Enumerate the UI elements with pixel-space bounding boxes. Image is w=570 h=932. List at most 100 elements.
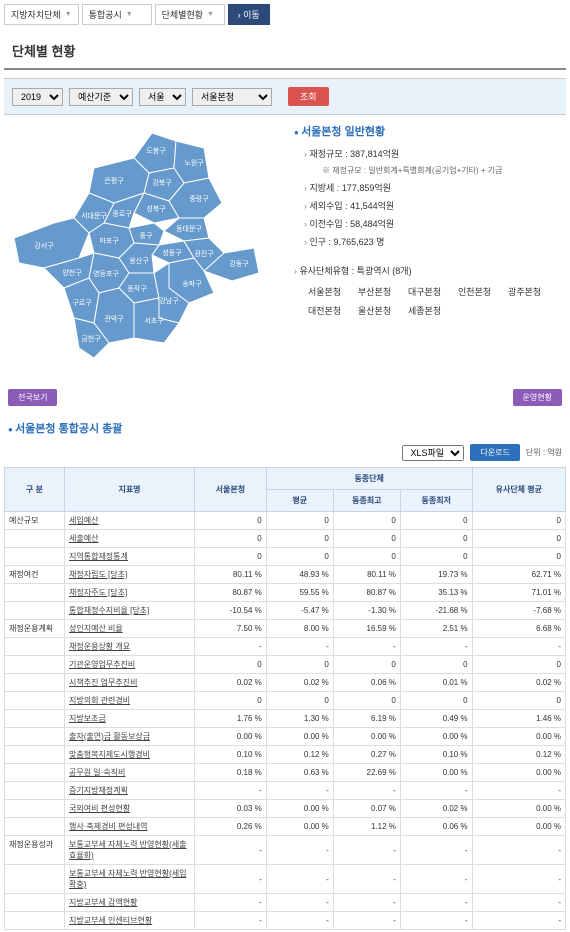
indicator-cell[interactable]: 기관운영업무추진비 — [65, 656, 195, 674]
value-cell: 8.00 % — [266, 620, 333, 638]
similar-item[interactable]: 세종본청 — [404, 302, 452, 319]
value-cell: 80.11 % — [333, 566, 400, 584]
nav-label: 통합공시 — [89, 8, 122, 21]
category-cell — [5, 638, 65, 656]
indicator-cell[interactable]: 지역통합재정통계 — [65, 548, 195, 566]
value-cell: -5.47 % — [266, 602, 333, 620]
value-cell: 0.00 % — [333, 728, 400, 746]
value-cell: - — [333, 638, 400, 656]
value-cell: - — [195, 782, 267, 800]
value-cell: - — [400, 638, 472, 656]
value-cell: 0 — [333, 656, 400, 674]
value-cell: - — [266, 865, 333, 894]
indicator-cell[interactable]: 국외여비 편성현황 — [65, 800, 195, 818]
category-cell — [5, 764, 65, 782]
value-cell: 0.07 % — [333, 800, 400, 818]
indicator-cell[interactable]: 행사·축제경비 편성내역 — [65, 818, 195, 836]
indicator-cell[interactable]: 공무원 일·숙직비 — [65, 764, 195, 782]
similar-item[interactable]: 부산본청 — [354, 283, 402, 300]
similar-item[interactable]: 대구본청 — [404, 283, 452, 300]
value-cell: 0 — [472, 512, 565, 530]
value-cell: 0.00 % — [472, 818, 565, 836]
page-title: 단체별 현황 — [4, 29, 566, 70]
value-cell: -7.68 % — [472, 602, 565, 620]
value-cell: - — [333, 894, 400, 912]
indicator-cell[interactable]: 증기지방재정계획 — [65, 782, 195, 800]
similar-item[interactable]: 대전본청 — [304, 302, 352, 319]
th-avg: 평균 — [266, 490, 333, 512]
nav-select-2[interactable]: 통합공시▼ — [82, 4, 152, 25]
category-cell — [5, 728, 65, 746]
indicator-cell[interactable]: 출자(출연)금 활동보상금 — [65, 728, 195, 746]
indicator-cell[interactable]: 지방교부세 인센티브현황 — [65, 912, 195, 930]
indicator-cell[interactable]: 세출예산 — [65, 530, 195, 548]
indicator-cell[interactable]: 재정운용상황 개요 — [65, 638, 195, 656]
nav-label: 단체별현황 — [162, 8, 203, 21]
go-button[interactable]: › 이동 — [228, 4, 270, 25]
info-list: 재정규모 : 387,814억원※ 재정규모 : 일반회계+특별회계(공기업+기… — [294, 147, 566, 248]
indicator-cell[interactable]: 보통교부세 자체노력 반영현황(세입확충) — [65, 865, 195, 894]
region-select[interactable]: 서울 — [139, 88, 186, 106]
value-cell: - — [472, 638, 565, 656]
value-cell: 0 — [266, 530, 333, 548]
indicator-cell[interactable]: 세입예산 — [65, 512, 195, 530]
info-title: 서울본청 일반현황 — [294, 123, 566, 139]
indicator-cell[interactable]: 통합재정수지비율 [당초] — [65, 602, 195, 620]
value-cell: 80.87 % — [333, 584, 400, 602]
category-cell: 재정운용계획 — [5, 620, 65, 638]
indicator-cell[interactable]: 재정자주도 [당초] — [65, 584, 195, 602]
format-select[interactable]: XLS파일 — [402, 445, 464, 461]
value-cell: - — [400, 836, 472, 865]
year-select[interactable]: 2019 — [12, 88, 63, 106]
value-cell: - — [472, 912, 565, 930]
value-cell: 0 — [400, 548, 472, 566]
info-item: 지방세 : 177,859억원 — [304, 181, 566, 194]
similar-box: 유사단체유형 : 특광역시 (8개) 서울본청부산본청대구본청인천본청광주본청대… — [294, 264, 566, 319]
category-cell — [5, 912, 65, 930]
value-cell: 0.00 % — [400, 728, 472, 746]
operation-status-button[interactable]: 운영현황 — [513, 389, 562, 406]
value-cell: 6.68 % — [472, 620, 565, 638]
indicator-cell[interactable]: 성인지예산 비율 — [65, 620, 195, 638]
value-cell: 0 — [195, 656, 267, 674]
value-cell: - — [195, 638, 267, 656]
map-regions[interactable] — [14, 133, 259, 358]
th-org: 서울본청 — [195, 468, 267, 512]
nav-select-3[interactable]: 단체별현황 ▼ — [155, 4, 225, 25]
nav-select-1[interactable]: 지방자치단체▼ — [4, 4, 79, 25]
org-select[interactable]: 서울본청 — [192, 88, 272, 106]
indicator-cell[interactable]: 지방의회 관련경비 — [65, 692, 195, 710]
indicator-cell[interactable]: 맞춤형복지제도시행경비 — [65, 746, 195, 764]
info-item: 인구 : 9,765,623 명 — [304, 235, 566, 248]
value-cell: - — [333, 912, 400, 930]
value-cell: 80.87 % — [195, 584, 267, 602]
value-cell: - — [266, 782, 333, 800]
value-cell: 0 — [472, 692, 565, 710]
section2-title: 서울본청 통합공시 총괄 — [0, 410, 570, 440]
table-row: 재정운용상황 개요----- — [5, 638, 566, 656]
map-column: 도봉구 노원구 강북구 은평구 성북구 종로구 중랑구 서대문구 동대문구 중구… — [4, 123, 284, 385]
value-cell: - — [400, 894, 472, 912]
similar-item[interactable]: 인천본청 — [454, 283, 502, 300]
value-cell: 0.10 % — [400, 746, 472, 764]
value-cell: 0 — [400, 656, 472, 674]
indicator-cell[interactable]: 보통교부세 자체노력 반영현황(세출효율화) — [65, 836, 195, 865]
chevron-down-icon: ▼ — [207, 11, 214, 18]
value-cell: 0.26 % — [195, 818, 267, 836]
similar-title: 유사단체유형 : 특광역시 (8개) — [294, 264, 566, 277]
search-button[interactable]: 조회 — [288, 87, 329, 106]
similar-item[interactable]: 울산본청 — [354, 302, 402, 319]
indicator-cell[interactable]: 지방교부세 감액현황 — [65, 894, 195, 912]
value-cell: - — [333, 865, 400, 894]
national-view-button[interactable]: 전국보기 — [8, 389, 57, 406]
basis-select[interactable]: 예산기준 — [69, 88, 133, 106]
download-button[interactable]: 다운로드 — [470, 444, 519, 461]
indicator-cell[interactable]: 시책추진 업무추진비 — [65, 674, 195, 692]
value-cell: 0.00 % — [472, 800, 565, 818]
table-controls: XLS파일 다운로드 단위 : 억원 — [0, 440, 570, 465]
indicator-cell[interactable]: 재정자립도 [당초] — [65, 566, 195, 584]
indicator-cell[interactable]: 지방보조금 — [65, 710, 195, 728]
similar-item[interactable]: 광주본청 — [504, 283, 552, 300]
similar-item[interactable]: 서울본청 — [304, 283, 352, 300]
table-row: 지방보조금1.76 %1.30 %6.19 %0.49 %1.46 % — [5, 710, 566, 728]
